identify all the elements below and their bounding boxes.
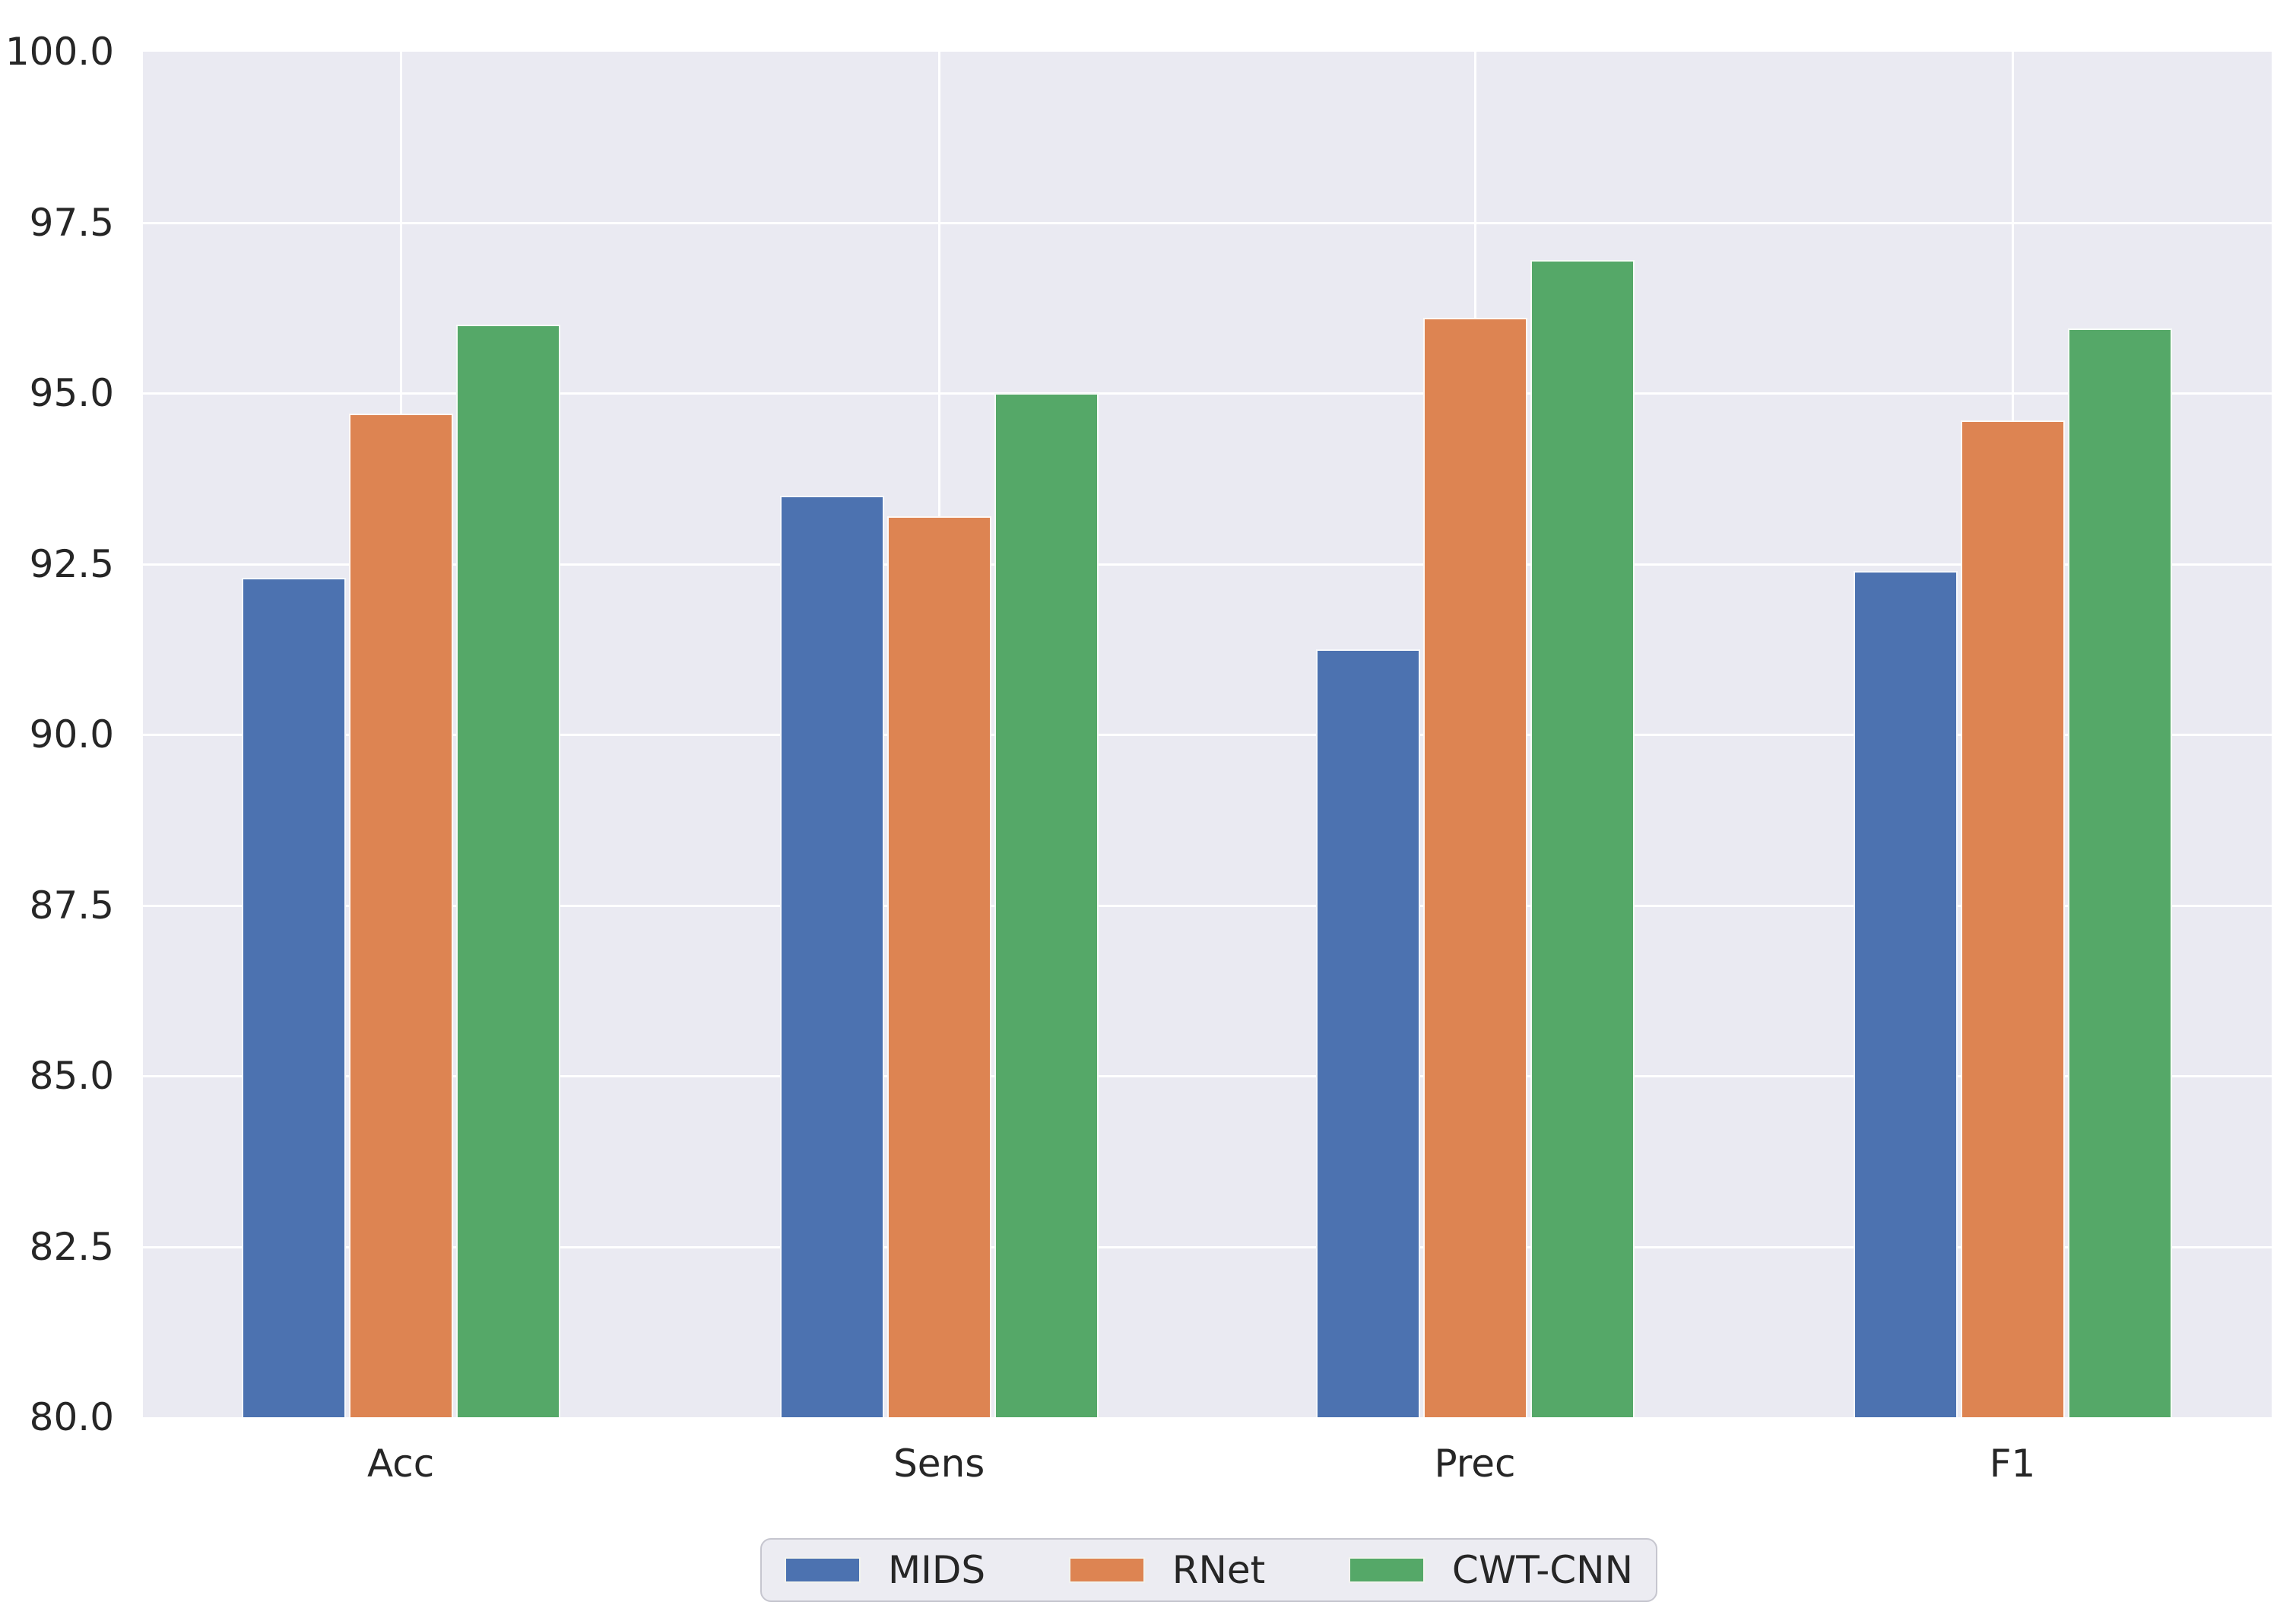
bar-group-acc <box>241 325 560 1417</box>
plot-area <box>143 52 2272 1417</box>
bar-sens-mids <box>779 495 884 1417</box>
y-tick-label-92.5: 92.5 <box>29 541 114 586</box>
legend-label-mids: MIDS <box>888 1548 986 1592</box>
legend-swatch-cwt-cnn <box>1348 1557 1425 1583</box>
y-gridline-90 <box>143 734 2272 736</box>
legend-label-cwt-cnn: CWT-CNN <box>1451 1548 1633 1592</box>
bar-acc-mids <box>241 577 346 1417</box>
bar-f1-mids <box>1853 570 1958 1417</box>
legend-item-mids: MIDS <box>785 1548 985 1592</box>
bar-prec-cwt-cnn <box>1530 259 1635 1417</box>
y-tick-label-97.5: 97.5 <box>29 200 114 245</box>
bar-prec-rnet <box>1422 318 1527 1417</box>
y-tick-label-82.5: 82.5 <box>29 1224 114 1269</box>
legend-label-rnet: RNet <box>1172 1548 1266 1592</box>
bar-group-prec <box>1315 259 1635 1417</box>
legend-item-cwt-cnn: CWT-CNN <box>1348 1548 1633 1592</box>
bar-acc-rnet <box>348 413 453 1417</box>
y-gridline-97.5 <box>143 221 2272 224</box>
legend-swatch-rnet <box>1068 1557 1145 1583</box>
y-tick-label-100: 100.0 <box>5 30 114 74</box>
legend-swatch-mids <box>785 1557 861 1583</box>
bar-f1-cwt-cnn <box>2067 328 2172 1417</box>
legend-item-rnet: RNet <box>1068 1548 1266 1592</box>
x-tick-label-sens: Sens <box>893 1442 985 1486</box>
y-tick-label-80: 80.0 <box>29 1395 114 1439</box>
x-tick-label-acc: Acc <box>366 1442 435 1486</box>
bar-acc-cwt-cnn <box>455 325 560 1417</box>
y-gridline-95 <box>143 392 2272 395</box>
bar-sens-cwt-cnn <box>994 393 1099 1417</box>
y-gridline-82.5 <box>143 1245 2272 1248</box>
x-tick-label-prec: Prec <box>1434 1442 1516 1486</box>
y-gridline-92.5 <box>143 563 2272 566</box>
bar-f1-rnet <box>1960 420 2065 1417</box>
x-tick-label-f1: F1 <box>1989 1442 2036 1486</box>
y-tick-label-85: 85.0 <box>29 1054 114 1098</box>
y-gridline-87.5 <box>143 904 2272 907</box>
bar-group-sens <box>779 393 1099 1417</box>
bar-group-f1 <box>1853 328 2172 1417</box>
y-tick-label-90: 90.0 <box>29 712 114 757</box>
bar-prec-mids <box>1315 649 1420 1417</box>
y-gridline-85 <box>143 1075 2272 1077</box>
legend: MIDS RNet CWT-CNN <box>760 1538 1657 1602</box>
y-tick-label-87.5: 87.5 <box>29 883 114 928</box>
bar-sens-rnet <box>886 515 991 1417</box>
y-tick-label-95: 95.0 <box>29 371 114 415</box>
